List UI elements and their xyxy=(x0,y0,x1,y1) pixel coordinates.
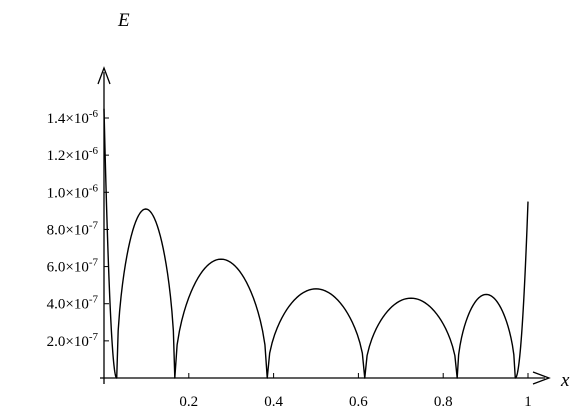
y-tick-label: 6.0×10-7 xyxy=(47,257,99,276)
x-tick-label: 0.4 xyxy=(264,394,283,410)
y-axis-title: E xyxy=(117,10,130,31)
y-tick-label: 4.0×10-7 xyxy=(47,294,99,313)
y-tick-label: 1.2×10-6 xyxy=(47,145,99,164)
x-tick-label: 1 xyxy=(524,394,532,410)
y-axis-arrow xyxy=(97,66,111,85)
x-tick-label: 0.6 xyxy=(349,394,368,410)
y-tick-label: 1.0×10-6 xyxy=(47,182,99,201)
y-tick-label: 1.4×10-6 xyxy=(47,108,99,127)
series xyxy=(103,108,529,379)
series-line xyxy=(103,108,529,379)
y-tick-label: 8.0×10-7 xyxy=(47,219,99,238)
axes xyxy=(97,66,551,385)
ticks: 0.2 0.4 0.6 0.8 1 2.0×10-7 4.0×10-7 6.0×10-7 8.0… xyxy=(47,108,532,410)
x-axis-arrow xyxy=(532,371,551,385)
x-axis-title: x xyxy=(560,370,570,391)
y-tick-label: 2.0×10-7 xyxy=(47,331,99,350)
x-tick-label: 0.8 xyxy=(434,394,453,410)
x-tick-label: 0.2 xyxy=(179,394,198,410)
